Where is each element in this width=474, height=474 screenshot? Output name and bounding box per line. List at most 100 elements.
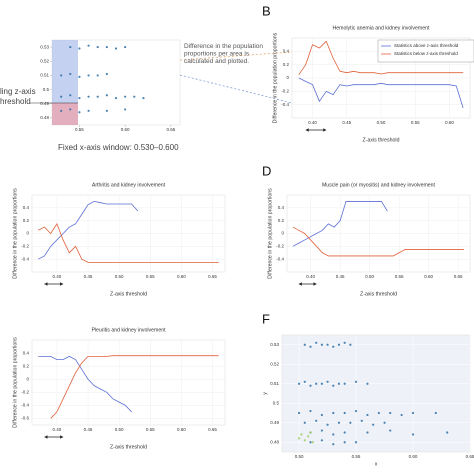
series-line (50, 355, 219, 419)
x-tick-label: 0.60 (121, 127, 130, 132)
y-tick-label: 0.49 (40, 101, 49, 106)
point (343, 411, 346, 415)
y-tick-label: -0.4 (21, 256, 29, 261)
x-tick-label: 0.60 (177, 274, 186, 279)
y-tick-label: 0.52 (270, 361, 279, 366)
y-tick-label: 0.2 (23, 218, 30, 223)
point (354, 441, 358, 444)
y-tick-label: -0.2 (21, 389, 29, 394)
point (96, 45, 99, 49)
point (343, 431, 346, 434)
point (60, 95, 63, 98)
y-tick-label: 0 (26, 376, 29, 381)
point (133, 95, 136, 98)
chart-title: Hemolytic anemia and kidney involvement (333, 25, 430, 31)
x-tick-label: 0.60 (445, 120, 454, 125)
point (320, 413, 323, 417)
point (78, 47, 81, 50)
series-line (38, 355, 132, 413)
panel-letter: D (262, 163, 271, 178)
x-tick-label: 0.55 (395, 274, 404, 279)
x-tick-label: 0.65 (208, 427, 217, 432)
connector (179, 51, 293, 61)
y-tick-label: -0.4 (276, 256, 284, 261)
y-tick-label: 0.48 (40, 115, 49, 120)
point (337, 421, 341, 424)
y-tick-label: -0.2 (21, 244, 29, 249)
point (309, 345, 312, 348)
series-line (38, 223, 219, 263)
y-tick-label: 0.4 (23, 205, 30, 210)
point (383, 421, 386, 424)
y-tick-label: 0.5 (43, 87, 50, 92)
point (78, 111, 81, 114)
point (303, 421, 306, 424)
x-tick-label: 0.50 (377, 120, 386, 125)
x-tick-label: 0.65 (454, 274, 463, 279)
x-axis-label: Z-axis threshold (360, 291, 397, 297)
point (309, 441, 312, 444)
point (69, 108, 72, 111)
y-tick-label: -0.2 (276, 244, 284, 249)
y-tick-label: 0.2 (278, 218, 285, 223)
point (309, 431, 312, 434)
y-tick-label: 0.4 (23, 350, 30, 355)
panel-letter: F (262, 311, 270, 326)
point (87, 109, 90, 112)
point (303, 439, 306, 442)
point (69, 45, 72, 49)
point (105, 109, 108, 112)
point (389, 429, 392, 432)
y-axis-label: Difference in the population proportions (267, 188, 273, 279)
point (105, 94, 108, 97)
point (315, 341, 318, 344)
point (366, 413, 369, 417)
point (300, 433, 303, 436)
x-axis-label: Z-axis threshold (110, 291, 147, 297)
y-tick-label: 0.49 (270, 420, 279, 425)
y-tick-label: 0.53 (270, 342, 279, 347)
panel-letter: B (262, 3, 271, 18)
y-tick-label: 0 (281, 231, 284, 236)
point (114, 96, 118, 100)
y-tick-label: 0.2 (283, 62, 290, 67)
point (434, 411, 437, 415)
point (349, 421, 352, 424)
y-tick-label: -0.2 (281, 89, 289, 94)
point (343, 341, 346, 344)
point (297, 411, 301, 415)
point (96, 95, 99, 98)
y-tick-label: -0.6 (21, 416, 29, 421)
point (78, 96, 81, 100)
point (354, 409, 358, 413)
y-axis-label: Difference in the population proportions (272, 32, 278, 123)
annotation: Difference in the population proportions … (184, 43, 263, 65)
point (297, 437, 301, 440)
point (105, 45, 108, 49)
point (87, 95, 90, 98)
series-line (298, 77, 464, 109)
point (332, 384, 335, 387)
point (315, 419, 318, 422)
x-tick-label: 0.40 (308, 120, 317, 125)
x-tick-label: 0.40 (53, 427, 62, 432)
point (366, 382, 369, 385)
point (87, 74, 90, 77)
point (320, 343, 323, 346)
x-tick-label: 0.45 (84, 427, 93, 432)
plot-area (281, 334, 471, 453)
point (105, 72, 108, 76)
y-axis-label: Difference in the population proportions (12, 337, 18, 428)
x-tick-label: 0.50 (365, 274, 374, 279)
annotation: ling z-axis (0, 87, 36, 96)
point (360, 419, 363, 422)
point (332, 433, 335, 436)
series-line (292, 226, 465, 257)
y-tick-label: 0.53 (40, 44, 49, 49)
x-axis-label: Z-axis threshold (363, 137, 400, 143)
point (332, 443, 335, 446)
x-tick-label: 0.60 (177, 427, 186, 432)
y-tick-label: 0 (26, 231, 29, 236)
point (307, 435, 310, 438)
